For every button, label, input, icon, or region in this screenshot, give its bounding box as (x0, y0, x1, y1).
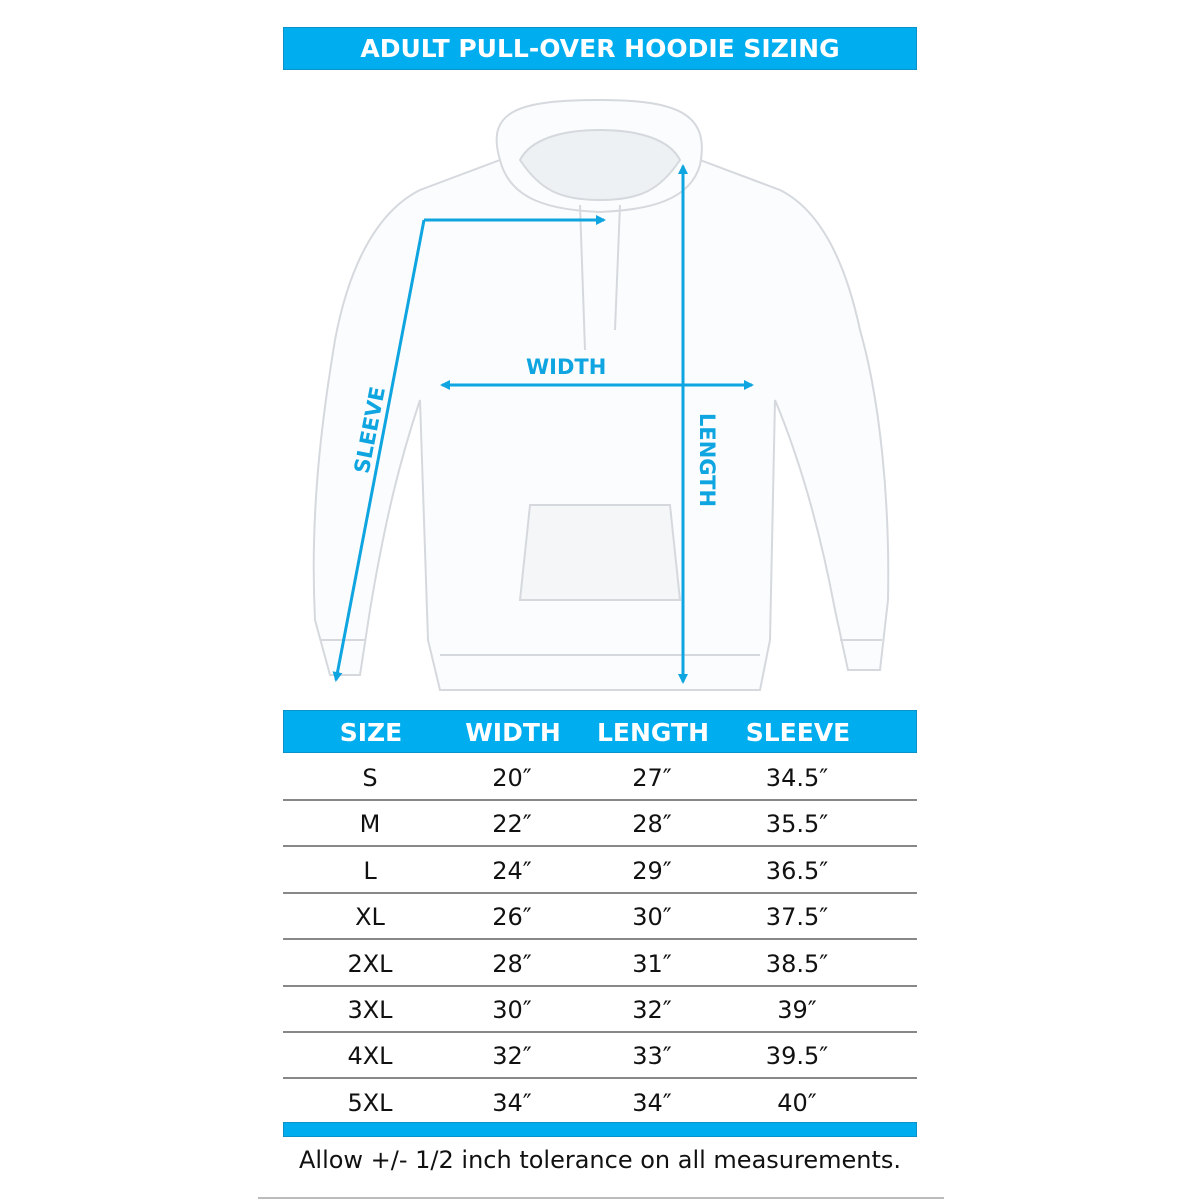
header-sleeve: SLEEVE (745, 718, 851, 747)
cell-sleeve: 34.5″ (765, 764, 829, 792)
width-label: WIDTH (526, 355, 607, 379)
cell-width: 20″ (492, 764, 532, 792)
cell-length: 33″ (632, 1042, 672, 1071)
table-row: L 24″ 29″ 36.5″ (283, 848, 917, 894)
cell-size: L (363, 856, 377, 885)
cell-size: 5XL (347, 1088, 393, 1117)
cell-width: 32″ (492, 1042, 532, 1071)
cell-length: 30″ (632, 903, 672, 932)
hoodie-illustration (312, 98, 890, 691)
cell-size: 4XL (347, 1042, 393, 1071)
cell-length: 31″ (632, 949, 672, 978)
cell-width: 30″ (492, 996, 532, 1024)
header-length: LENGTH (597, 718, 709, 747)
cell-length: 28″ (632, 810, 672, 839)
cell-size: S (362, 764, 378, 792)
sleeve-arrow (332, 219, 426, 682)
cell-sleeve: 40″ (777, 1088, 817, 1117)
table-row: 3XL 30″ 32″ 39″ (283, 987, 917, 1033)
cell-length: 29″ (632, 856, 672, 885)
header-width: WIDTH (465, 718, 561, 747)
page-title: ADULT PULL-OVER HOODIE SIZING (360, 34, 840, 63)
cell-length: 27″ (632, 764, 672, 792)
hoodie-diagram (312, 98, 890, 691)
cell-size: 3XL (347, 996, 393, 1024)
table-row: M 22″ 28″ 35.5″ (283, 801, 917, 848)
header-size: SIZE (339, 718, 403, 747)
cell-length: 34″ (632, 1088, 672, 1117)
title-bar: ADULT PULL-OVER HOODIE SIZING (283, 27, 917, 70)
cell-length: 32″ (632, 996, 672, 1024)
table-row: S 20″ 27″ 34.5″ (283, 755, 917, 801)
cell-width: 26″ (492, 903, 532, 932)
cell-sleeve: 38.5″ (765, 949, 829, 978)
cell-width: 34″ (492, 1088, 532, 1117)
cell-width: 24″ (492, 856, 532, 885)
cell-width: 22″ (492, 810, 532, 839)
divider (258, 1197, 944, 1199)
cell-sleeve: 39″ (777, 996, 817, 1024)
table-header: SIZE WIDTH LENGTH SLEEVE (283, 710, 917, 753)
cell-sleeve: 39.5″ (765, 1042, 829, 1071)
table-row: 2XL 28″ 31″ 38.5″ (283, 941, 917, 987)
length-label: LENGTH (695, 412, 720, 508)
cell-sleeve: 35.5″ (765, 810, 829, 839)
table-row: XL 26″ 30″ 37.5″ (283, 894, 917, 941)
cell-size: XL (355, 903, 385, 932)
table-row: 5XL 34″ 34″ 40″ (283, 1080, 917, 1126)
table-row: 4XL 32″ 33″ 39.5″ (283, 1033, 917, 1080)
cell-sleeve: 36.5″ (765, 856, 829, 885)
table-footer-bar (283, 1122, 917, 1137)
tolerance-note: Allow +/- 1/2 inch tolerance on all meas… (298, 1146, 901, 1174)
cell-width: 28″ (492, 949, 532, 978)
cell-size: M (359, 810, 381, 839)
cell-size: 2XL (347, 949, 393, 978)
cell-sleeve: 37.5″ (765, 903, 829, 932)
